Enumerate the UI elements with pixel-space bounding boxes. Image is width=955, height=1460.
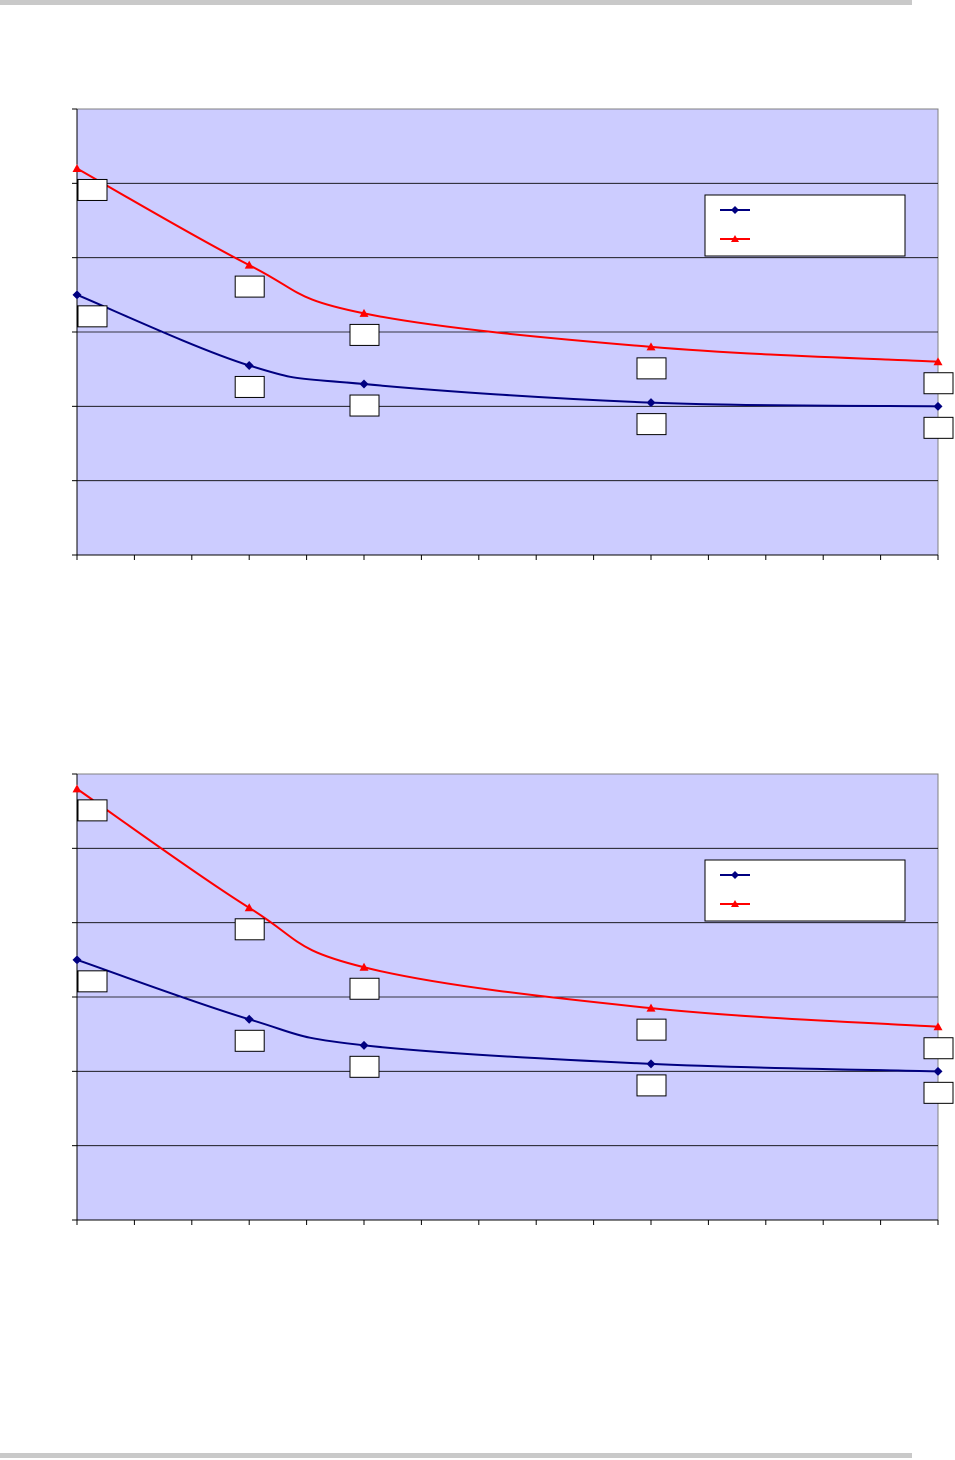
- legend-marker-diamond: [731, 871, 739, 879]
- footer-rule: [0, 1453, 912, 1458]
- data-point-triangle: [646, 342, 656, 351]
- legend-marker-triangle: [731, 900, 739, 907]
- line-chart-top: [72, 108, 954, 560]
- data-label-box: [923, 1081, 954, 1104]
- data-label-box: [923, 416, 954, 439]
- data-point-triangle: [244, 260, 254, 269]
- data-point-diamond: [72, 955, 82, 965]
- data-point-triangle: [933, 1022, 943, 1031]
- data-label-box: [349, 977, 380, 1000]
- data-label-box: [636, 357, 667, 380]
- data-point-diamond: [933, 401, 943, 411]
- data-label-box: [636, 413, 667, 436]
- data-label-box: [349, 323, 380, 346]
- header-rule: [0, 0, 912, 5]
- data-label-box: [234, 1029, 265, 1052]
- legend-marker-diamond: [731, 206, 739, 214]
- data-point-triangle: [359, 308, 369, 317]
- series-line-2: [76, 167, 939, 363]
- data-point-diamond: [72, 290, 82, 300]
- legend-marker-triangle: [731, 235, 739, 242]
- series-line-2: [76, 788, 939, 1028]
- data-label-box: [349, 394, 380, 417]
- line-chart-bottom: [72, 773, 954, 1225]
- legend: [704, 859, 906, 922]
- data-point-diamond: [244, 360, 254, 370]
- legend-box: [704, 859, 906, 922]
- data-label-box: [77, 799, 108, 822]
- series-line-1: [76, 958, 939, 1073]
- data-label-box: [77, 970, 108, 993]
- data-label-box: [234, 918, 265, 941]
- data-point-triangle: [359, 962, 369, 971]
- data-label-box: [636, 1018, 667, 1041]
- data-label-box: [923, 1037, 954, 1060]
- data-point-diamond: [933, 1066, 943, 1076]
- data-label-box: [636, 1074, 667, 1097]
- data-point-triangle: [933, 357, 943, 366]
- data-point-diamond: [359, 1040, 369, 1050]
- data-point-triangle: [244, 903, 254, 912]
- data-point-triangle: [72, 163, 82, 172]
- legend: [704, 194, 906, 257]
- data-point-diamond: [244, 1014, 254, 1024]
- data-label-box: [77, 178, 108, 201]
- data-label-box: [234, 275, 265, 298]
- data-point-triangle: [646, 1003, 656, 1012]
- data-label-box: [77, 305, 108, 328]
- data-point-diamond: [359, 379, 369, 389]
- data-label-box: [923, 372, 954, 395]
- data-label-box: [349, 1055, 380, 1078]
- data-point-diamond: [646, 1059, 656, 1069]
- data-point-diamond: [646, 398, 656, 408]
- series-line-1: [76, 293, 939, 408]
- data-point-triangle: [72, 784, 82, 793]
- data-label-box: [234, 375, 265, 398]
- legend-box: [704, 194, 906, 257]
